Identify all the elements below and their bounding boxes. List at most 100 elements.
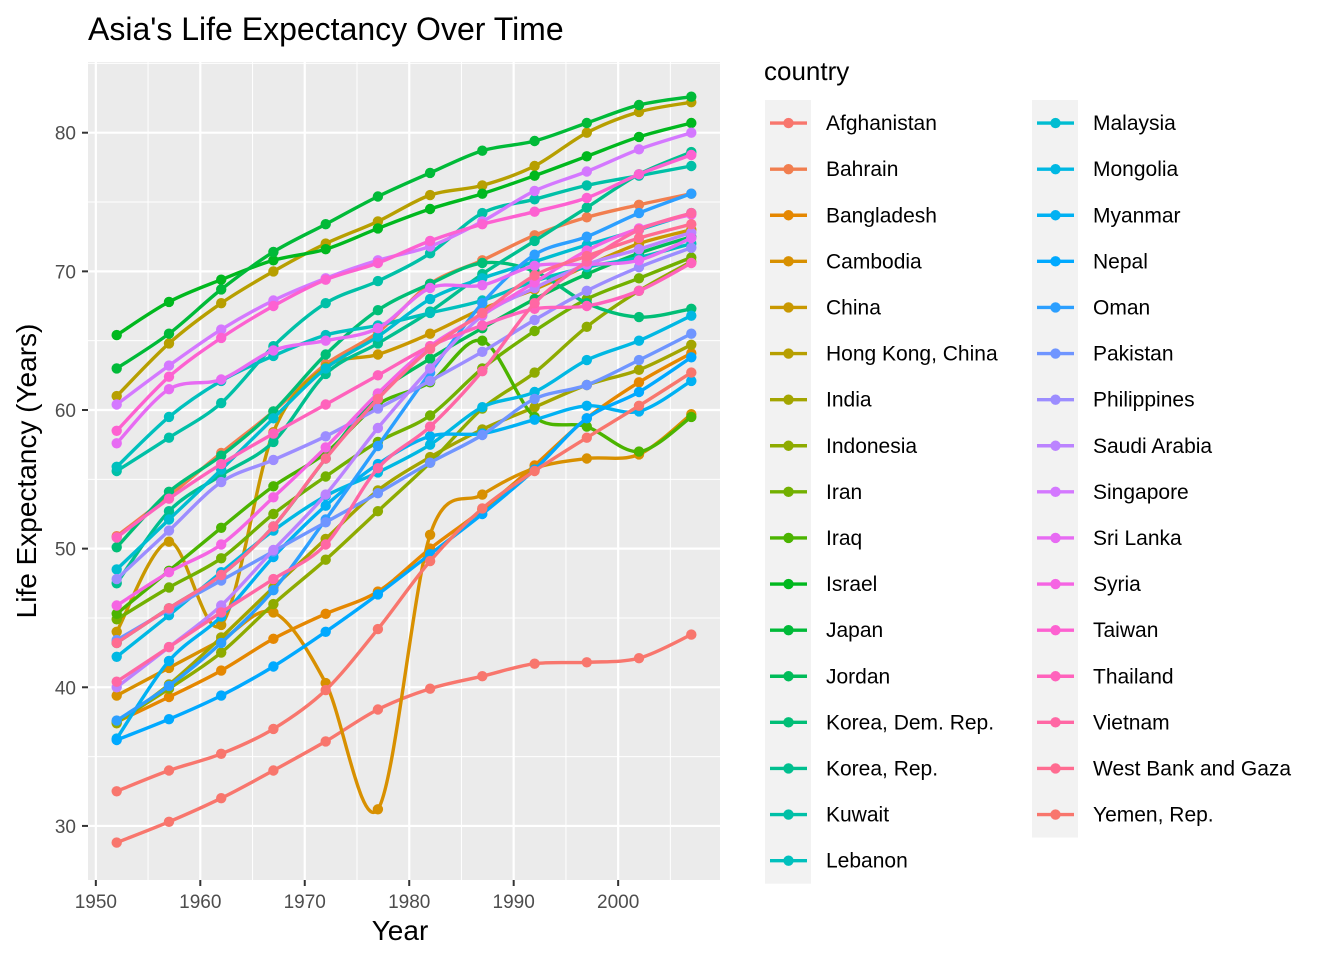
data-point-lebanon — [424, 307, 436, 319]
data-point-iraq — [686, 411, 697, 423]
legend-key-background — [1032, 100, 1078, 838]
series-yemen-rep — [111, 367, 697, 797]
legend-label: Thailand — [1093, 665, 1174, 688]
legend-item-israel: Israel — [770, 573, 877, 596]
data-point-bangladesh — [163, 691, 175, 703]
data-point-japan — [686, 91, 697, 102]
data-point-hong-kong-china — [424, 189, 436, 201]
data-point-kuwait — [477, 207, 488, 219]
data-point-oman — [268, 585, 279, 596]
data-point-west-bank-and-gaza — [581, 250, 592, 262]
data-point-cambodia — [111, 690, 122, 701]
data-point-lebanon — [111, 461, 122, 472]
data-point-nepal — [633, 386, 645, 398]
legend-label: Singapore — [1093, 481, 1189, 504]
data-point-sri-lanka — [216, 374, 227, 385]
data-point-indonesia — [268, 598, 279, 610]
legend-item-vietnam: Vietnam — [1037, 711, 1170, 734]
data-point-mongolia — [581, 354, 592, 366]
legend-item-korea-dem-rep: Korea, Dem. Rep. — [770, 711, 994, 734]
data-point-pakistan — [529, 393, 540, 405]
data-point-sri-lanka — [477, 280, 488, 291]
data-point-israel — [268, 255, 279, 266]
data-point-thailand — [372, 370, 384, 381]
legend-key-point — [783, 624, 794, 636]
legend-label: Syria — [1093, 573, 1141, 596]
data-point-afghanistan — [686, 629, 697, 640]
data-point-thailand — [111, 532, 122, 543]
y-tick-label: 70 — [55, 262, 76, 283]
data-point-yemen-rep — [424, 555, 436, 567]
data-point-sri-lanka — [633, 255, 645, 266]
legend-label: Malaysia — [1093, 112, 1176, 135]
data-point-pakistan — [477, 429, 488, 441]
data-point-korea-dem-rep — [320, 349, 331, 360]
data-point-oman — [477, 298, 488, 309]
data-point-thailand — [477, 320, 488, 331]
data-point-afghanistan — [372, 704, 384, 715]
data-point-iraq — [477, 335, 488, 346]
series-layer — [111, 91, 697, 848]
x-axis-label: Year — [372, 915, 429, 946]
data-point-sri-lanka — [320, 335, 331, 346]
data-point-pakistan — [320, 517, 331, 528]
legend-label: Saudi Arabia — [1093, 435, 1212, 458]
data-point-saudi-arabia — [424, 363, 436, 374]
data-point-iraq — [268, 481, 279, 492]
data-point-sri-lanka — [529, 260, 540, 271]
data-point-iran — [216, 553, 227, 564]
data-point-philippines — [216, 476, 227, 488]
data-point-cambodia — [372, 804, 384, 815]
data-point-japan — [372, 191, 384, 202]
data-point-japan — [477, 145, 488, 156]
legend-key-point — [783, 578, 794, 590]
legend-label: Mongolia — [1093, 158, 1179, 181]
data-point-japan — [424, 167, 436, 179]
data-point-cambodia — [268, 607, 279, 618]
data-point-iran — [268, 508, 279, 520]
legend-item-bahrain: Bahrain — [770, 158, 898, 181]
data-point-oman — [686, 188, 697, 199]
data-point-china — [216, 619, 227, 631]
legend-label: Kuwait — [826, 804, 889, 827]
data-point-taiwan — [372, 257, 384, 269]
legend-key-point — [1050, 763, 1061, 774]
data-point-thailand — [163, 493, 175, 504]
data-point-mongolia — [633, 335, 645, 346]
legend-item-lebanon: Lebanon — [770, 850, 908, 873]
data-point-pakistan — [633, 354, 645, 366]
legend-label: Lebanon — [826, 850, 908, 873]
legend-label: Yemen, Rep. — [1093, 804, 1214, 827]
data-point-bangladesh — [320, 608, 331, 619]
data-point-taiwan — [477, 219, 488, 230]
data-point-japan — [216, 284, 227, 295]
series-thailand — [111, 257, 697, 543]
data-point-afghanistan — [477, 671, 488, 682]
data-point-sri-lanka — [268, 345, 279, 356]
data-point-pakistan — [581, 379, 592, 391]
legend-item-iraq: Iraq — [770, 527, 862, 550]
data-point-philippines — [581, 285, 592, 296]
legend-item-syria: Syria — [1037, 573, 1141, 596]
data-point-mongolia — [686, 310, 697, 321]
data-point-indonesia — [372, 506, 384, 517]
legend-label: Israel — [826, 573, 877, 596]
data-point-philippines — [163, 525, 175, 536]
data-point-syria — [111, 600, 122, 611]
data-point-kuwait — [686, 160, 697, 172]
data-point-korea-dem-rep — [111, 542, 122, 553]
data-point-korea-dem-rep — [372, 305, 384, 316]
data-point-israel — [372, 223, 384, 234]
data-point-yemen-rep — [216, 748, 227, 759]
data-point-israel — [686, 117, 697, 129]
data-point-korea-rep — [529, 235, 540, 247]
legend-key-point — [783, 717, 794, 728]
y-tick-label: 40 — [55, 678, 76, 699]
data-point-vietnam — [372, 463, 384, 474]
legend-item-myanmar: Myanmar — [1037, 204, 1181, 227]
legend-item-china: China — [770, 296, 881, 319]
data-point-malaysia — [163, 514, 175, 525]
data-point-west-bank-and-gaza — [477, 307, 488, 319]
legend-key-point — [1050, 624, 1061, 636]
data-point-philippines — [529, 314, 540, 326]
